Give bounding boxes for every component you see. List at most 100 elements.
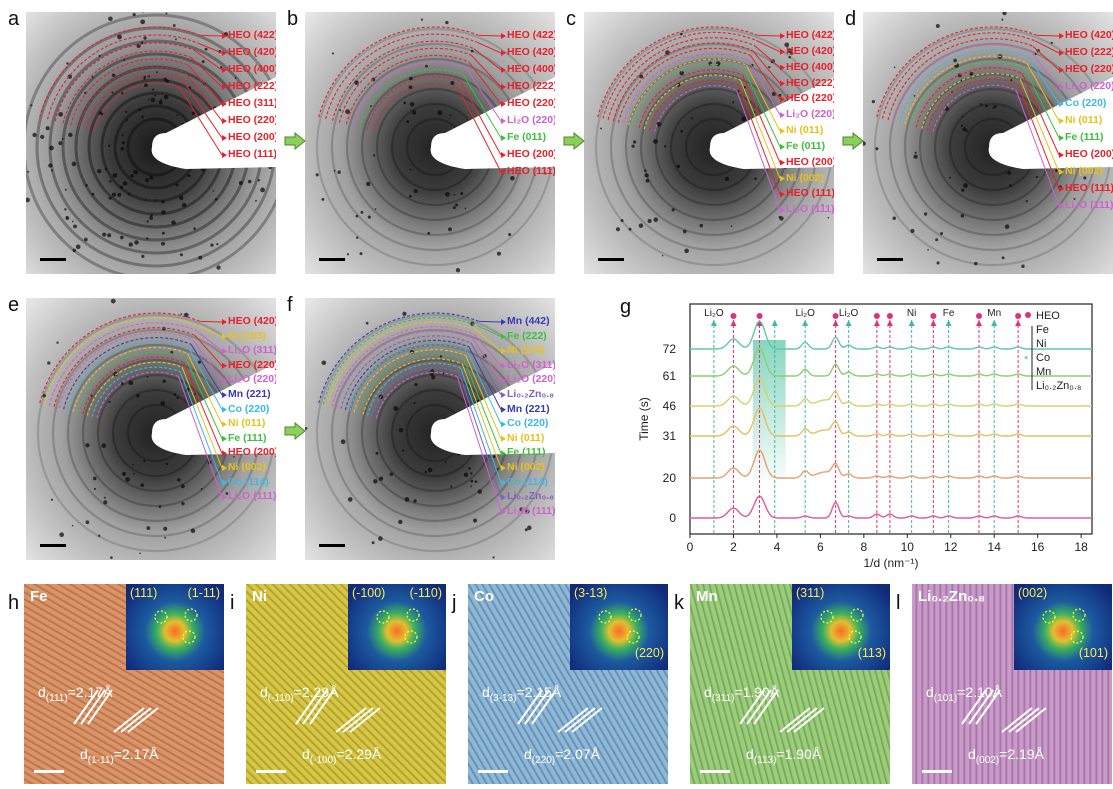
highlight-region [753,340,786,480]
peak-arrow [845,320,852,326]
ring-index-label: Li₂O (111) [507,504,555,517]
ring-index-label: Ni (002) [786,171,824,184]
panel-letter: l [896,592,901,614]
ring-index-label: HEO (220) [1065,63,1113,75]
ring-index-label: Li₀.₂Zn₀.₈ (101) [507,388,555,400]
ring-index-label: HEO (111) [228,148,276,160]
ring-index-label: HEO (220) [786,92,834,105]
d-spacing-label: d(311)=1.90Å [704,684,780,704]
ring-index-label: Li₂O (220) [507,114,555,126]
x-tick-label: 0 [687,540,694,554]
ring-index-label: Mn (221) [228,388,271,400]
ring-index-label: Ni (002) [507,461,545,473]
ring-index-label: Li₂O (220) [786,108,834,121]
heo-peak-dot [730,313,737,319]
y-tick-label: 31 [663,429,677,443]
element-label: Fe [30,588,48,605]
ring-index-label: Mn (442) [507,315,550,327]
ring-index-label: HEO (111) [786,187,834,200]
ring-index-label: HEO (420) [507,46,555,58]
ring-index-label: HEO (220) [228,358,276,371]
ring-index-label: Li₂O (220) [1065,80,1113,92]
ring-index-label: HEO (400) [228,63,276,75]
panel-letter: k [674,592,684,614]
fft-index-label: (-100) [352,586,386,600]
fft-index-label: (3-13) [574,586,608,600]
peak-label: Li₂O [704,308,724,319]
saed-panel-c: c HEO (422) HEO (420) HEO (400) HEO (222) HE… [566,8,836,278]
ring-index-label: HEO (311) [228,97,276,109]
peak-arrow [945,320,952,326]
ring-index-label: HEO (420) [228,315,276,327]
fft-index-label: (101) [1078,646,1108,660]
x-tick-label: 18 [1074,540,1088,554]
peak-arrow [873,320,880,326]
ring-index-label: Fe (222) [507,329,547,342]
y-tick-label: 46 [663,399,677,413]
peak-arrow [908,320,915,326]
fft-inset: (111) (1-11) [126,584,224,670]
y-tick-label: 61 [663,369,677,383]
process-arrow-icon [563,132,585,150]
ring-index-label: HEO (422) [228,29,276,41]
peak-label: Mn [987,308,1001,319]
fft-inset: (3-13) (220) [570,584,668,670]
ring-index-label: HEO (222) [1065,46,1113,58]
element-label: Ni [252,588,267,605]
ring-index-label: Li₂O (111) [228,490,276,503]
ring-index-label: HEO (422) [786,29,834,41]
scale-bar [478,770,508,773]
d-spacing-label: d(002)=2.19Å [968,746,1044,766]
ring-index-label: Li₂O (111) [786,203,834,216]
ring-index-label: HEO (222) [228,80,276,92]
peak-arrow [886,320,893,326]
element-label: Mn [696,588,718,605]
ring-index-label: Ni (011) [507,431,545,444]
y-axis-label: Time (s) [637,397,651,441]
ring-index-label: Fe (011) [786,139,826,152]
d-spacing-label: d(3-13)=2.15Å [482,684,562,704]
peak-arrow [756,320,763,326]
ring-index-label: Li₂O (111) [1065,199,1113,211]
panel-letter: a [8,8,20,30]
peak-arrow [730,320,737,326]
ring-index-label: HEO (420) [786,44,834,57]
panel-letter: j [452,592,457,614]
ring-index-label: HEO (200) [228,446,276,459]
fft-index-label: (113) [857,646,886,660]
ring-index-label: Li₂O (220) [228,373,276,386]
series-line-31 [690,407,1092,437]
peak-label: Li₂O [795,308,815,319]
panel-letter: h [8,592,20,614]
heo-peak-dot [976,313,983,319]
y-tick-label: 72 [663,342,677,356]
element-label: Co [474,588,494,605]
scale-bar [319,544,345,547]
ring-index-label: Ni (011) [786,124,824,136]
ring-index-label: Li₂O (220) [507,373,555,386]
ring-index-label: Ni (011) [228,417,266,430]
ring-index-label: Fe (111) [507,446,546,459]
ring-index-label: HEO (220) [507,97,555,109]
x-tick-label: 14 [988,540,1002,554]
fft-index-label: (311) [796,586,825,600]
peak-arrow [991,320,998,326]
panel-letter: i [230,592,235,614]
peak-arrow [710,320,717,326]
element-label: Li₀.₂Zn₀.₈ [918,588,986,605]
series-line-20 [690,449,1092,479]
ring-index-label: HEO (420) [228,46,276,58]
ring-index-label: HEO (400) [786,60,834,73]
ring-index-label: HEO (111) [1065,182,1113,194]
fft-index-label: (220) [634,646,664,660]
ring-index-label: Co (114) [507,475,548,488]
legend-entry: Li₀.₂Zn₀.₈ [1036,380,1081,392]
scale-bar [34,770,64,773]
ring-index-label: Co (114) [228,475,269,488]
hrtem-image-h: Fe (111) (1-11) d(111)=2.17Å d(1-11)=2.17Å [24,584,224,784]
panel-letter: f [287,294,293,316]
peak-arrow [976,320,983,326]
hrtem-image-j: Co (3-13) (220) d(3-13)=2.15Å d(220)=2.07Å [468,584,668,784]
hrtem-image-l: Li₀.₂Zn₀.₈ (002) (101) d(101)=2.10Å d(002)=2… [912,584,1112,784]
